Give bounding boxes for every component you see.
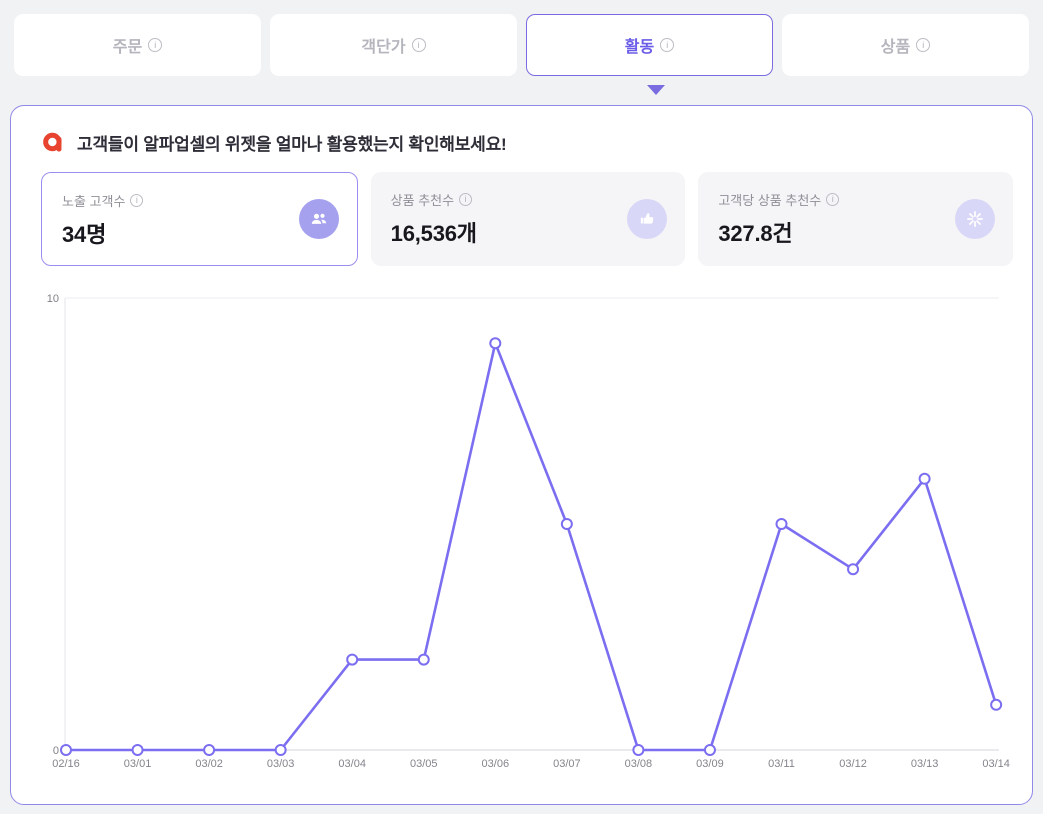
stat-label: 고객당 상품 추천수 (718, 193, 822, 208)
info-icon[interactable]: i (459, 193, 473, 206)
info-icon[interactable]: i (130, 194, 144, 207)
tab-activity-label: 활동 (624, 39, 655, 56)
stat-label-row: 상품 추천수 i (391, 190, 666, 209)
svg-text:03/03: 03/03 (267, 758, 295, 770)
stat-value: 16,536개 (390, 221, 477, 246)
tab-order[interactable]: 주문 i (14, 14, 261, 76)
stat-label-row: 고객당 상품 추천수 i (718, 190, 993, 209)
stat-cards: 노출 고객수 i 34명 상품 추천수 i (41, 172, 1014, 266)
info-icon[interactable]: i (916, 38, 931, 52)
svg-text:02/16: 02/16 (52, 758, 80, 770)
stat-label-row: 노출 고객수 i (62, 191, 337, 210)
stat-label: 상품 추천수 (390, 193, 455, 208)
svg-text:03/01: 03/01 (124, 758, 152, 770)
stat-card-exposed-customers[interactable]: 노출 고객수 i 34명 (41, 172, 358, 266)
stat-label: 노출 고객수 (62, 194, 126, 209)
svg-text:03/08: 03/08 (625, 758, 653, 770)
info-icon[interactable]: i (826, 193, 840, 206)
tab-average-order-value-label: 객단가 (361, 39, 406, 56)
svg-text:03/04: 03/04 (338, 758, 366, 770)
tab-average-order-value[interactable]: 객단가 i (270, 14, 517, 76)
tab-order-label: 주문 (112, 39, 143, 56)
users-icon (298, 199, 339, 239)
banner: 고객들이 알파업셀의 위젯을 얼마나 활용했는지 확인해보세요! (41, 129, 507, 155)
metric-tabs: 주문 i 객단가 i 활동 i 상품 i (14, 14, 1029, 76)
svg-text:03/09: 03/09 (696, 758, 724, 770)
tab-product[interactable]: 상품 i (782, 14, 1029, 76)
activity-panel: 고객들이 알파업셀의 위젯을 얼마나 활용했는지 확인해보세요! 노출 고객수 … (10, 105, 1033, 805)
tab-product-label: 상품 (880, 39, 911, 56)
info-icon[interactable]: i (148, 38, 163, 52)
svg-text:0: 0 (53, 745, 59, 757)
banner-text: 고객들이 알파업셀의 위젯을 얼마나 활용했는지 확인해보세요! (77, 134, 507, 154)
burst-icon (955, 199, 996, 239)
svg-text:03/02: 03/02 (195, 758, 223, 770)
stat-value: 327.8건 (718, 221, 793, 246)
info-icon[interactable]: i (660, 38, 675, 52)
svg-text:03/14: 03/14 (982, 758, 1010, 770)
stat-value: 34명 (62, 222, 107, 247)
svg-text:03/11: 03/11 (768, 758, 795, 770)
alphaupsell-logo-icon (43, 132, 62, 152)
chart-area: 0 10 02/16 03/01 03/02 03/03 03/04 03/05 03/06 03… (21, 290, 1034, 780)
active-tab-caret-icon (647, 85, 665, 95)
svg-text:03/07: 03/07 (553, 758, 581, 770)
svg-text:10: 10 (47, 293, 59, 305)
activity-line-chart: 0 10 02/16 03/01 03/02 03/03 03/04 03/05 03/06 03… (47, 293, 1010, 770)
tab-activity[interactable]: 활동 i (526, 14, 773, 76)
svg-text:03/06: 03/06 (482, 758, 510, 770)
stat-card-recommendations-per-customer[interactable]: 고객당 상품 추천수 i 327.8건 (698, 172, 1014, 266)
svg-text:03/12: 03/12 (839, 758, 867, 770)
stat-card-product-recommendations[interactable]: 상품 추천수 i 16,536개 (370, 172, 686, 266)
info-icon[interactable]: i (411, 38, 426, 52)
thumbs-up-icon (627, 199, 668, 239)
svg-text:03/13: 03/13 (911, 758, 939, 770)
svg-text:03/05: 03/05 (410, 758, 438, 770)
